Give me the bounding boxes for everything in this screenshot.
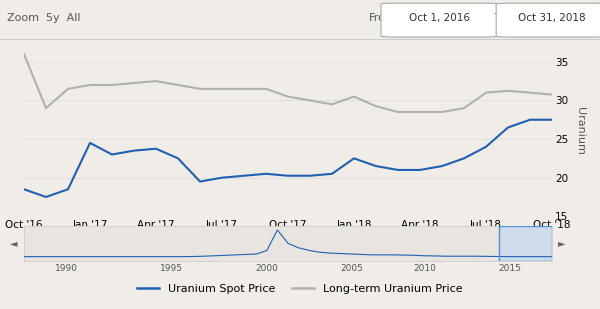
Bar bbox=[499, 226, 552, 261]
Text: Oct 1, 2016: Oct 1, 2016 bbox=[409, 13, 470, 23]
Text: 2010: 2010 bbox=[414, 264, 437, 273]
Text: 1995: 1995 bbox=[160, 264, 184, 273]
Text: 2005: 2005 bbox=[340, 264, 363, 273]
Text: 2015: 2015 bbox=[499, 264, 521, 273]
FancyBboxPatch shape bbox=[496, 3, 600, 37]
Text: ►: ► bbox=[559, 238, 566, 248]
Y-axis label: Uranium: Uranium bbox=[575, 108, 584, 155]
Text: 2000: 2000 bbox=[256, 264, 278, 273]
Legend: Uranium Spot Price, Long-term Uranium Price: Uranium Spot Price, Long-term Uranium Pr… bbox=[133, 279, 467, 298]
Bar bbox=[499, 226, 552, 261]
Text: To: To bbox=[495, 13, 506, 23]
FancyBboxPatch shape bbox=[381, 3, 498, 37]
Text: 1990: 1990 bbox=[55, 264, 78, 273]
Text: Zoom  5y  All: Zoom 5y All bbox=[7, 13, 80, 23]
Text: Oct 31, 2018: Oct 31, 2018 bbox=[518, 13, 586, 23]
Text: ◄: ◄ bbox=[10, 238, 17, 248]
Text: From: From bbox=[369, 13, 397, 23]
